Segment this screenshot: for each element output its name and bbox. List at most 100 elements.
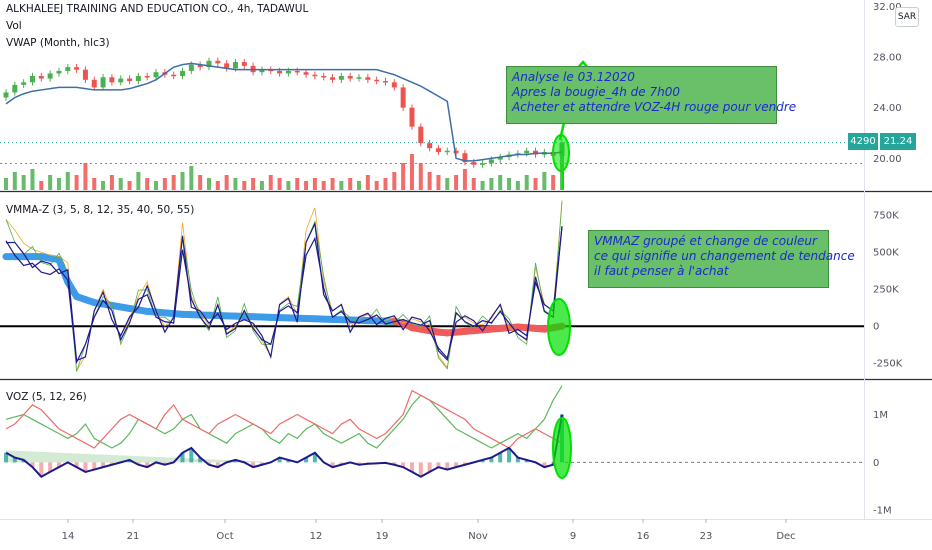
- voz-histogram-bar: [339, 462, 344, 465]
- candle: [338, 76, 344, 80]
- candle: [427, 143, 433, 149]
- candle: [382, 81, 388, 83]
- volume-bar: [524, 175, 529, 190]
- volume-bar: [533, 178, 538, 190]
- voz-histogram-bar: [101, 462, 106, 468]
- time-axis-tick: Nov: [468, 531, 488, 542]
- candle: [153, 72, 159, 78]
- volume-bar: [498, 175, 503, 190]
- candle: [347, 76, 353, 79]
- volume-bar: [330, 178, 335, 190]
- volume-bar: [127, 181, 132, 190]
- price-axis-tick: 28.00: [873, 53, 902, 64]
- time-axis-tick: 16: [637, 531, 650, 542]
- annotation-top[interactable]: Analyse le 03.12020 Apres la bougie_4h d…: [506, 66, 796, 124]
- voz-histogram-bar: [56, 462, 61, 468]
- voz-histogram-bar: [330, 462, 335, 468]
- sar-button[interactable]: SAR: [895, 7, 919, 27]
- candle: [215, 60, 221, 64]
- candle: [12, 84, 18, 93]
- annotation-top-line-2: Apres la bougie_4h de 7h00: [512, 85, 680, 99]
- candle: [38, 76, 44, 79]
- voz-histogram-bar: [480, 459, 485, 463]
- candle: [330, 77, 336, 80]
- candle: [127, 78, 133, 82]
- candle: [135, 76, 141, 82]
- volume-bar: [65, 172, 70, 190]
- volume-bar: [418, 163, 423, 190]
- volume-bar: [295, 178, 300, 190]
- volume-bar: [242, 181, 247, 190]
- volume-bar: [118, 178, 123, 190]
- voz-axis-tick: 1M: [873, 410, 888, 421]
- voz-histogram-bar: [304, 457, 309, 463]
- candle: [356, 77, 362, 79]
- volume-bar: [374, 181, 379, 190]
- price-tag-right: 21.24: [880, 133, 916, 150]
- voz-histogram-bar: [445, 462, 450, 470]
- annotation-middle-line-3: il faut penser à l'achat: [594, 264, 729, 278]
- voz-histogram-bar: [109, 462, 114, 465]
- volume-bar: [92, 178, 97, 190]
- volume-bar: [286, 181, 291, 190]
- voz-histogram-bar: [83, 462, 88, 472]
- candle: [171, 74, 177, 77]
- vmmaz-axis-tick: 0: [873, 322, 879, 333]
- time-axis-tick: 9: [570, 531, 576, 542]
- volume-bar: [392, 172, 397, 190]
- voz-histogram-bar: [233, 459, 238, 463]
- voz-histogram-bar: [409, 462, 414, 472]
- annotation-middle-line-2: ce qui signifie un changement de tendanc…: [594, 249, 855, 263]
- candle: [241, 62, 247, 66]
- candle: [303, 72, 309, 75]
- time-axis-tick: 12: [310, 531, 323, 542]
- price-tag-left: 4290: [848, 133, 878, 150]
- voz-histogram-bar: [145, 462, 150, 468]
- volume-bar: [171, 175, 176, 190]
- vmmaz-line: [5, 200, 563, 372]
- annotation-middle[interactable]: VMMAZ groupé et change de couleur ce qui…: [588, 230, 855, 288]
- voz-histogram-bar: [507, 448, 512, 463]
- volume-bar: [162, 178, 167, 190]
- volume-bar: [480, 181, 485, 190]
- candle: [488, 159, 494, 164]
- volume-bar: [489, 178, 494, 190]
- candle: [312, 74, 318, 77]
- voz-line: [5, 414, 563, 478]
- volume-bar: [471, 178, 476, 190]
- voz-histogram-bar: [259, 462, 264, 465]
- annotation-middle-line-1: VMMAZ groupé et change de couleur: [594, 234, 817, 248]
- voz-histogram-bar: [498, 452, 503, 463]
- candle: [74, 67, 80, 70]
- volume-bar: [4, 178, 8, 190]
- candle: [188, 64, 194, 71]
- voz-highlight-ellipse: [552, 417, 572, 479]
- volume-bar: [12, 172, 17, 190]
- candle: [480, 163, 486, 165]
- voz-label: VOZ (5, 12, 26): [6, 391, 87, 403]
- volume-bar: [304, 181, 309, 190]
- candle: [206, 60, 212, 68]
- candle: [418, 126, 424, 144]
- volume-bar: [189, 166, 194, 190]
- voz-line: [5, 385, 563, 449]
- voz-area: [6, 450, 262, 463]
- vmmaz-axis-tick: -250K: [873, 359, 903, 370]
- candle: [144, 76, 150, 78]
- voz-histogram-bar: [277, 457, 282, 463]
- candle: [82, 69, 88, 80]
- candle: [444, 150, 450, 153]
- volume-bar: [365, 175, 370, 190]
- volume-bar: [39, 181, 44, 190]
- volume-bar: [136, 172, 141, 190]
- candle: [497, 157, 503, 160]
- candle: [100, 77, 106, 88]
- volume-bar: [56, 178, 61, 190]
- volume-bar: [145, 178, 150, 190]
- volume-bar: [383, 178, 388, 190]
- candle: [224, 63, 230, 69]
- volume-bar: [515, 181, 520, 190]
- volume-bar: [401, 163, 406, 190]
- voz-histogram-bar: [401, 462, 406, 468]
